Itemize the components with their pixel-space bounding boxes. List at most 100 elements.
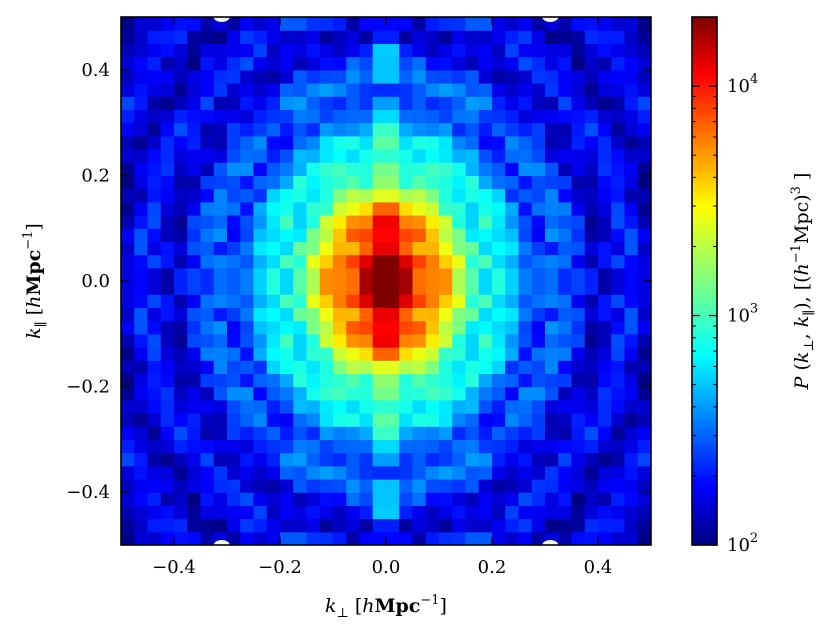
heatmap-cell	[386, 228, 400, 242]
heatmap-cell	[584, 294, 599, 308]
heatmap-cell	[478, 135, 493, 150]
heatmap-cell	[598, 83, 612, 97]
heatmap-cell	[545, 175, 559, 190]
heatmap-cell	[598, 135, 612, 150]
heatmap-cell	[584, 360, 599, 374]
heatmap-cell	[465, 30, 480, 44]
heatmap-cell	[465, 149, 480, 163]
heatmap-cell	[319, 188, 334, 203]
heatmap-cell	[174, 43, 188, 58]
heatmap-cell	[611, 360, 626, 374]
heatmap-cell	[147, 320, 162, 335]
heatmap-cell	[174, 294, 188, 308]
heatmap-cell	[531, 479, 546, 493]
heatmap-cell	[465, 175, 480, 190]
heatmap-cell	[319, 307, 334, 322]
heatmap-cell	[227, 413, 241, 427]
heatmap-cell	[558, 492, 573, 506]
heatmap-cell	[293, 30, 308, 44]
heatmap-cell	[545, 30, 559, 44]
heatmap-cell	[637, 122, 651, 137]
heatmap-cell	[637, 452, 651, 467]
heatmap-cell	[571, 347, 586, 361]
heatmap-cell	[518, 43, 533, 58]
heatmap-cell	[611, 135, 626, 150]
heatmap-cell	[372, 518, 387, 533]
heatmap-cell	[478, 294, 493, 308]
heatmap-cell	[637, 518, 651, 533]
heatmap-cell	[584, 96, 599, 110]
heatmap-cell	[253, 452, 268, 467]
heatmap-cell	[227, 135, 241, 150]
heatmap-cell	[637, 505, 651, 520]
heatmap-cell	[611, 228, 626, 242]
heatmap-cell	[372, 505, 387, 520]
heatmap-cell	[240, 254, 255, 269]
y-axis-label: k∥ [hMpc−1]	[21, 223, 49, 339]
heatmap-cell	[293, 360, 308, 374]
heatmap-cell	[319, 135, 334, 150]
heatmap-cell	[160, 188, 175, 203]
heatmap-cell	[253, 201, 268, 216]
heatmap-cell	[372, 399, 387, 414]
heatmap-cell	[293, 426, 308, 440]
heatmap-cell	[611, 439, 626, 454]
heatmap-cell	[478, 518, 493, 533]
heatmap-cell	[386, 505, 400, 520]
heatmap-cell	[121, 360, 135, 374]
heatmap-cell	[531, 294, 546, 308]
heatmap-cell	[465, 347, 480, 361]
heatmap-cell	[505, 254, 520, 269]
heatmap-cell	[346, 320, 361, 335]
heatmap-cell	[306, 452, 321, 467]
heatmap-cell	[611, 122, 626, 137]
heatmap-cell	[160, 267, 175, 282]
heatmap-cell	[134, 135, 149, 150]
heatmap-cell	[478, 333, 493, 348]
heatmap-cell	[531, 518, 546, 533]
heatmap-cell	[598, 281, 612, 295]
heatmap-cell	[558, 518, 573, 533]
heatmap-cell	[399, 17, 414, 31]
heatmap-cell	[624, 479, 639, 493]
heatmap-cell	[412, 307, 427, 322]
heatmap-cell	[386, 17, 400, 31]
heatmap-cell	[558, 294, 573, 308]
heatmap-cell	[266, 505, 281, 520]
heatmap-cell	[293, 83, 308, 97]
heatmap-cell	[531, 281, 546, 295]
x-tick-label: 0.2	[478, 557, 507, 578]
heatmap-cell	[333, 531, 347, 545]
heatmap-cell	[624, 122, 639, 137]
heatmap-cell	[280, 518, 294, 533]
heatmap-cell	[160, 56, 175, 71]
heatmap-cell	[306, 69, 321, 84]
heatmap-cell	[200, 386, 215, 401]
heatmap-cell	[200, 135, 215, 150]
heatmap-cell	[545, 122, 559, 137]
heatmap-cell	[346, 373, 361, 388]
heatmap-cell	[253, 426, 268, 440]
heatmap-cell	[452, 122, 467, 137]
heatmap-cell	[213, 162, 228, 176]
heatmap-cell	[253, 347, 268, 361]
heatmap-cell	[134, 479, 149, 493]
heatmap-cell	[306, 294, 321, 308]
heatmap-cell	[187, 492, 202, 506]
heatmap-cell	[346, 426, 361, 440]
heatmap-cell	[213, 347, 228, 361]
heatmap-cell	[571, 215, 586, 229]
heatmap-cell	[372, 162, 387, 176]
heatmap-cell	[147, 96, 162, 110]
heatmap-cell	[372, 320, 387, 335]
heatmap-cell	[571, 294, 586, 308]
heatmap-cell	[266, 122, 281, 137]
heatmap-cell	[333, 149, 347, 163]
heatmap-cell	[452, 373, 467, 388]
heatmap-cell	[293, 294, 308, 308]
heatmap-cell	[637, 267, 651, 282]
heatmap-cell	[478, 452, 493, 467]
heatmap-cell	[452, 465, 467, 480]
heatmap-cell	[452, 162, 467, 176]
heatmap-cell	[359, 492, 374, 506]
